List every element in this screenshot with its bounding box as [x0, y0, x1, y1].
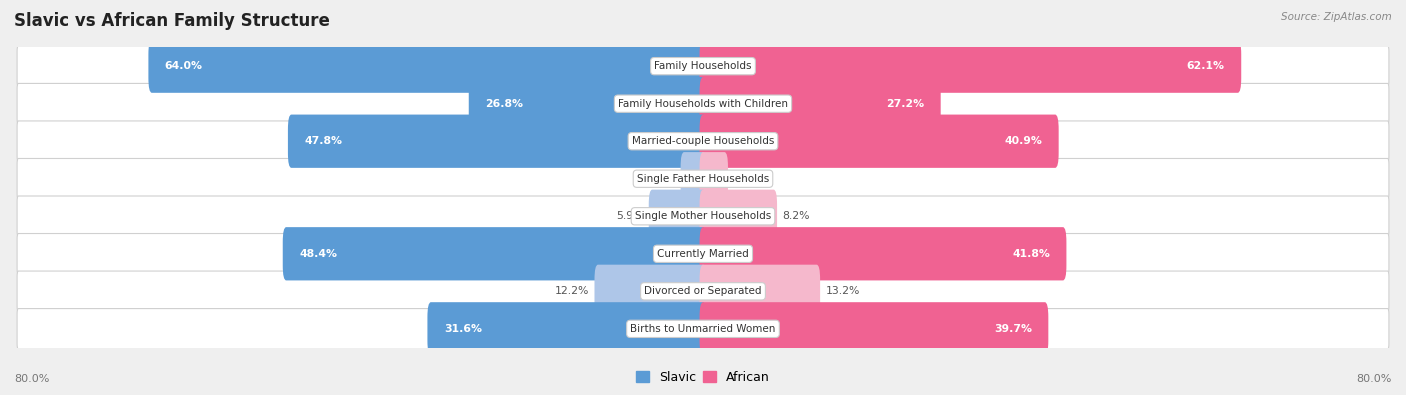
Text: 40.9%: 40.9%: [1004, 136, 1042, 146]
FancyBboxPatch shape: [595, 265, 706, 318]
FancyBboxPatch shape: [17, 46, 1389, 87]
Text: 2.2%: 2.2%: [648, 174, 675, 184]
Text: Currently Married: Currently Married: [657, 249, 749, 259]
FancyBboxPatch shape: [288, 115, 706, 168]
Text: 41.8%: 41.8%: [1012, 249, 1050, 259]
Text: 12.2%: 12.2%: [555, 286, 589, 296]
Text: 39.7%: 39.7%: [994, 324, 1032, 334]
Text: 31.6%: 31.6%: [444, 324, 482, 334]
Text: Slavic vs African Family Structure: Slavic vs African Family Structure: [14, 12, 330, 30]
Text: Divorced or Separated: Divorced or Separated: [644, 286, 762, 296]
Text: Family Households with Children: Family Households with Children: [619, 99, 787, 109]
Text: 5.9%: 5.9%: [616, 211, 644, 221]
FancyBboxPatch shape: [17, 121, 1389, 162]
Text: Single Father Households: Single Father Households: [637, 174, 769, 184]
FancyBboxPatch shape: [700, 77, 941, 130]
Text: Married-couple Households: Married-couple Households: [631, 136, 775, 146]
Text: 26.8%: 26.8%: [485, 99, 523, 109]
Text: 2.5%: 2.5%: [733, 174, 761, 184]
Text: 64.0%: 64.0%: [165, 61, 202, 71]
FancyBboxPatch shape: [17, 308, 1389, 349]
FancyBboxPatch shape: [648, 190, 706, 243]
Text: 27.2%: 27.2%: [886, 99, 924, 109]
FancyBboxPatch shape: [427, 302, 706, 356]
FancyBboxPatch shape: [17, 83, 1389, 124]
FancyBboxPatch shape: [17, 233, 1389, 274]
Text: 80.0%: 80.0%: [1357, 374, 1392, 384]
Text: Single Mother Households: Single Mother Households: [636, 211, 770, 221]
FancyBboxPatch shape: [700, 190, 778, 243]
FancyBboxPatch shape: [700, 227, 1066, 280]
FancyBboxPatch shape: [468, 77, 706, 130]
FancyBboxPatch shape: [283, 227, 706, 280]
FancyBboxPatch shape: [700, 115, 1059, 168]
FancyBboxPatch shape: [700, 40, 1241, 93]
FancyBboxPatch shape: [700, 152, 728, 205]
FancyBboxPatch shape: [17, 196, 1389, 237]
Text: Source: ZipAtlas.com: Source: ZipAtlas.com: [1281, 12, 1392, 22]
FancyBboxPatch shape: [17, 158, 1389, 199]
FancyBboxPatch shape: [700, 265, 820, 318]
Legend: Slavic, African: Slavic, African: [631, 366, 775, 389]
Text: 8.2%: 8.2%: [782, 211, 810, 221]
Text: 13.2%: 13.2%: [825, 286, 859, 296]
FancyBboxPatch shape: [681, 152, 706, 205]
Text: 47.8%: 47.8%: [304, 136, 342, 146]
Text: 62.1%: 62.1%: [1187, 61, 1225, 71]
Text: Births to Unmarried Women: Births to Unmarried Women: [630, 324, 776, 334]
FancyBboxPatch shape: [17, 271, 1389, 312]
FancyBboxPatch shape: [149, 40, 706, 93]
Text: 48.4%: 48.4%: [299, 249, 337, 259]
Text: 80.0%: 80.0%: [14, 374, 49, 384]
Text: Family Households: Family Households: [654, 61, 752, 71]
FancyBboxPatch shape: [700, 302, 1049, 356]
